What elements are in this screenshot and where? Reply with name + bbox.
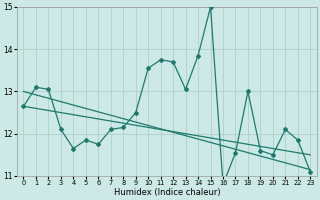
X-axis label: Humidex (Indice chaleur): Humidex (Indice chaleur) bbox=[114, 188, 220, 197]
